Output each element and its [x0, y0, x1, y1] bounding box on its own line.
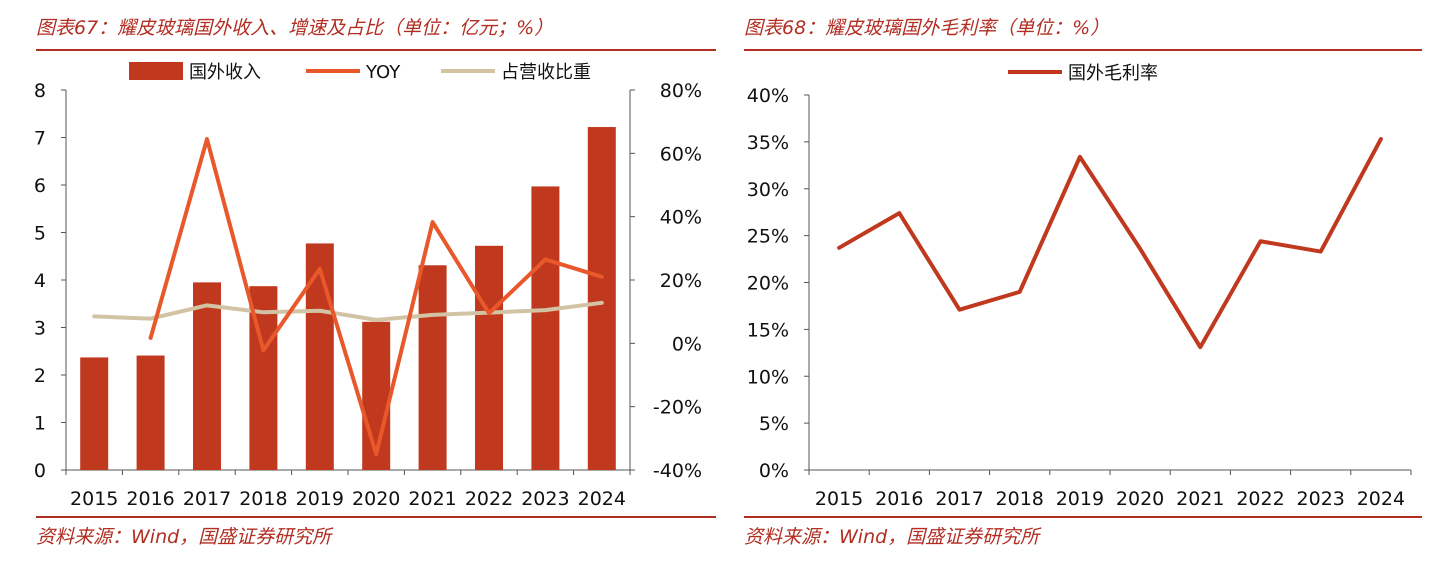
right-y-tick-label: 80%	[660, 80, 702, 102]
y-tick-label: 25%	[747, 226, 789, 248]
y-tick-label: 5%	[759, 413, 789, 435]
x-tick-label: 2017	[935, 488, 983, 510]
left-y-tick-label: 5	[34, 223, 46, 245]
x-tick-label: 2022	[1236, 488, 1284, 510]
left-y-tick-label: 4	[34, 270, 46, 292]
left-y-tick-label: 2	[34, 365, 46, 387]
x-tick-label: 2024	[578, 488, 626, 510]
legend-revenue-swatch	[129, 62, 183, 80]
x-tick-label: 2015	[70, 488, 118, 510]
x-tick-label: 2017	[183, 488, 231, 510]
revenue-bar	[531, 186, 560, 471]
x-tick-label: 2019	[296, 488, 344, 510]
revenue-bar	[418, 265, 447, 470]
x-tick-label: 2020	[352, 488, 400, 510]
legend-yoy-label: YOY	[365, 62, 401, 83]
legend-revenue-label: 国外收入	[189, 62, 261, 83]
x-tick-label: 2023	[1297, 488, 1345, 510]
gross-margin-line	[837, 137, 1383, 350]
revenue-chart: 0 1 2 3 4 5 6 7 8 -40% -20% 0% 20% 40% 60% 80% 2015 2016 2…	[34, 62, 702, 510]
left-source-rule	[36, 516, 716, 518]
left-figure-title: 图表67：耀皮玻璃国外收入、增速及占比（单位：亿元；%）	[36, 17, 554, 39]
revenue-bar	[475, 245, 503, 470]
legend-share-label: 占营收比重	[501, 62, 591, 83]
revenue-bar	[136, 355, 165, 470]
y-tick-label: 10%	[747, 366, 789, 388]
x-tick-label: 2016	[875, 488, 923, 510]
x-tick-label: 2023	[521, 488, 569, 510]
x-tick-label: 2024	[1357, 488, 1405, 510]
right-y-tick-label: 0%	[672, 333, 702, 355]
right-title-rule	[744, 49, 1422, 51]
revenue-bar	[362, 321, 391, 470]
x-tick-label: 2019	[1056, 488, 1104, 510]
y-tick-label: 30%	[747, 179, 789, 201]
right-source-rule	[744, 516, 1422, 518]
revenue-bar	[587, 127, 616, 471]
x-tick-label: 2021	[408, 488, 456, 510]
x-tick-label: 2018	[996, 488, 1044, 510]
x-tick-label: 2016	[126, 488, 174, 510]
x-tick-label: 2020	[1116, 488, 1164, 510]
y-tick-label: 0%	[759, 460, 789, 482]
left-y-tick-label: 6	[34, 175, 46, 197]
y-tick-label: 20%	[747, 273, 789, 295]
y-tick-label: 40%	[747, 85, 789, 107]
share-of-revenue-line	[92, 300, 604, 322]
x-tick-label: 2022	[465, 488, 513, 510]
right-y-tick-label: 60%	[660, 143, 702, 165]
left-title-rule	[36, 49, 716, 51]
left-y-tick-label: 7	[34, 128, 46, 150]
right-y-tick-label: -20%	[653, 397, 702, 419]
gross-margin-chart: 0% 5% 10% 15% 20% 25% 30% 35% 40% 2015 2016 2017 201…	[747, 63, 1412, 510]
x-tick-label: 2021	[1176, 488, 1224, 510]
legend-margin-label: 国外毛利率	[1068, 63, 1158, 84]
left-source-note: 资料来源：Wind，国盛证券研究所	[36, 526, 332, 548]
yoy-line	[148, 137, 604, 457]
left-y-tick-label: 8	[34, 80, 46, 102]
revenue-bar	[80, 357, 109, 470]
right-y-tick-label: -40%	[653, 460, 702, 482]
y-tick-label: 15%	[747, 319, 789, 341]
x-tick-label: 2018	[239, 488, 287, 510]
left-y-tick-label: 1	[34, 413, 46, 435]
left-y-tick-label: 0	[34, 460, 46, 482]
right-y-tick-label: 20%	[660, 270, 702, 292]
right-figure-title: 图表68：耀皮玻璃国外毛利率（单位：%）	[744, 17, 1110, 39]
right-y-tick-label: 40%	[660, 207, 702, 229]
x-tick-label: 2015	[815, 488, 863, 510]
y-tick-label: 35%	[747, 132, 789, 154]
revenue-bar	[305, 243, 334, 470]
left-y-tick-label: 3	[34, 318, 46, 340]
revenue-bar	[193, 282, 221, 470]
right-source-note: 资料来源：Wind，国盛证券研究所	[744, 526, 1040, 548]
